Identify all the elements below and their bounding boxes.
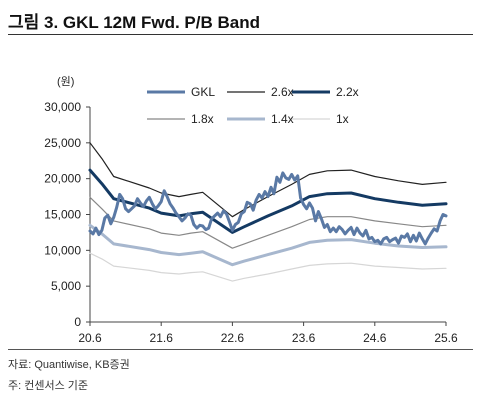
x-tick-label: 24.6 [363, 331, 387, 345]
y-tick-label: 15,000 [44, 208, 81, 222]
chart-series-group [88, 142, 448, 282]
y-tick-label: 0 [74, 315, 81, 329]
figure-title: 그림 3. GKL 12M Fwd. P/B Band [8, 13, 260, 32]
y-tick-label: 25,000 [44, 136, 81, 150]
y-tick-label: 20,000 [44, 172, 81, 186]
legend-label-1-4x: 1.4x [271, 112, 294, 126]
footnote: 주: 컨센서스 기준 [8, 380, 89, 392]
series-line-2-2x [88, 168, 448, 234]
series-line-1x [89, 252, 447, 282]
chart-legend: GKL 2.6x 2.2x 1.8x 1.4x 1x [147, 85, 359, 126]
legend-label-2-6x: 2.6x [271, 85, 294, 99]
x-tick-label: 22.6 [221, 331, 245, 345]
footer-rule [8, 349, 473, 350]
title-rule [8, 34, 473, 35]
legend-label-1x: 1x [336, 112, 349, 126]
x-tick-label: 23.6 [292, 331, 316, 345]
legend-label-GKL: GKL [191, 85, 215, 99]
pb-band-chart: (원) 0 5,000 10,000 15,000 20,000 25,000 30,000 2… [44, 75, 458, 345]
y-tick-label: 10,000 [44, 243, 81, 257]
y-unit-label: (원) [57, 75, 74, 88]
legend-label-2-2x: 2.2x [336, 85, 359, 99]
x-tick-label: 20.6 [78, 331, 102, 345]
legend-label-1-8x: 1.8x [191, 112, 214, 126]
series-line-GKL [88, 171, 448, 246]
source-note: 자료: Quantiwise, KB증권 [8, 359, 130, 371]
x-tick-label: 21.6 [150, 331, 174, 345]
chart-axes: (원) 0 5,000 10,000 15,000 20,000 25,000 30,000 2… [44, 75, 458, 345]
x-tick-label: 25.6 [434, 331, 458, 345]
series-line-1-8x [89, 196, 447, 249]
y-tick-label: 5,000 [51, 279, 81, 293]
series-line-1-4x [88, 223, 448, 267]
y-tick-label: 30,000 [44, 100, 81, 114]
